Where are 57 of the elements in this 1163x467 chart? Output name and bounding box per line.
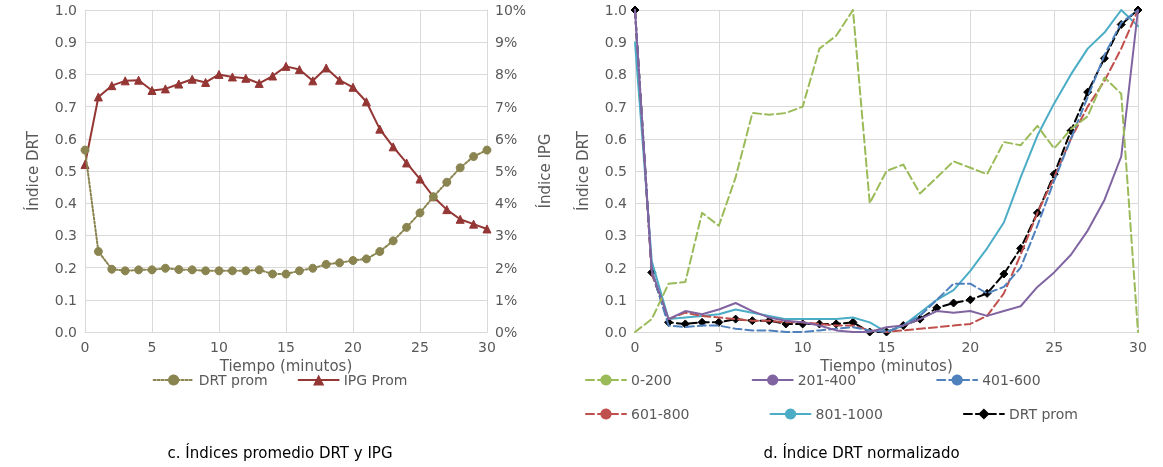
y-tick-label: 0.8	[54, 66, 77, 83]
y-tick-label: 1.0	[604, 2, 627, 18]
y-tick-label: 0.5	[604, 163, 627, 179]
x-tick-label: 30	[478, 339, 496, 355]
x-tick-label: 30	[1129, 339, 1147, 355]
y-tick-label: 0.8	[604, 66, 627, 83]
y-tick-label: 0.7	[604, 98, 627, 115]
x-tick-label: 25	[1045, 339, 1064, 355]
y-tick-label: 0.6	[604, 130, 628, 147]
y-tick-label: 0.2	[604, 259, 627, 276]
x-tick-label: 15	[277, 339, 295, 355]
y-axis-title: Índice DRT	[572, 130, 592, 211]
legend-label: DRT prom	[1008, 406, 1078, 422]
y2-tick-label: 10%	[494, 2, 527, 18]
y2-tick-label: 4%	[494, 195, 518, 212]
y-tick-label: 0.2	[54, 259, 77, 276]
y-tick-label: 0.4	[54, 195, 78, 212]
y2-tick-label: 1%	[494, 291, 518, 308]
legend-label: 801-1000	[815, 406, 883, 422]
y-tick-label: 0.0	[604, 324, 627, 340]
y2-tick-label: 2%	[494, 259, 518, 276]
y-tick-label: 0.1	[54, 291, 77, 308]
y-tick-label: 0.9	[54, 34, 77, 51]
legend-label: 0-200	[631, 372, 672, 388]
text: c. Índices promedio DRT y IPG	[167, 442, 393, 462]
y-tick-label: 0.9	[604, 34, 627, 51]
y-tick-label: 0.1	[604, 291, 627, 308]
y2-tick-label: 0%	[494, 324, 518, 340]
y2-tick-label: 6%	[494, 130, 518, 147]
x-tick-label: 5	[714, 339, 724, 355]
y2-tick-label: 9%	[494, 34, 518, 51]
y2-axis-title: Índice IPG	[534, 133, 554, 209]
legend-label: 601-800	[631, 406, 690, 422]
x-tick-label: 0	[630, 339, 640, 355]
y-tick-label: 0.6	[54, 130, 78, 147]
text: d. Índice DRT normalizado	[763, 442, 960, 462]
y2-tick-label: 5%	[494, 163, 518, 179]
y-tick-label: 1.0	[54, 2, 77, 18]
x-tick-label: 20	[961, 339, 980, 355]
y2-tick-label: 3%	[494, 227, 518, 244]
y-tick-label: 0.3	[604, 227, 627, 244]
y-tick-label: 0.0	[54, 324, 77, 340]
legend-label: 401-600	[982, 372, 1041, 388]
y-tick-label: 0.5	[54, 163, 77, 179]
x-tick-label: 5	[147, 339, 157, 355]
y-tick-label: 0.4	[604, 195, 628, 212]
x-tick-label: 10	[793, 339, 812, 355]
y2-tick-label: 8%	[494, 66, 518, 83]
x-tick-label: 10	[210, 339, 228, 355]
y-tick-label: 0.7	[54, 98, 77, 115]
x-tick-label: 25	[411, 339, 429, 355]
y2-tick-label: 7%	[494, 98, 518, 115]
y-axis-title: Índice DRT	[22, 130, 42, 211]
x-tick-label: 15	[877, 339, 896, 355]
y-tick-label: 0.3	[54, 227, 77, 244]
x-tick-label: 0	[80, 339, 90, 355]
x-tick-label: 20	[344, 339, 362, 355]
